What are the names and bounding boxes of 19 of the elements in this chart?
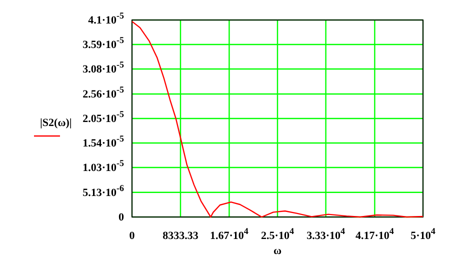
x-axis-title: ω [273, 245, 282, 257]
y-tick-label: 1.03·10$^{-5}$ [82, 158, 124, 174]
y-tick-label: 0 [118, 212, 124, 224]
x-tick-label: 2.5·10$^{4}$ [261, 226, 294, 242]
y-tick-label: 2.05·10$^{-5}$ [82, 109, 124, 126]
y-tick-label: 3.08·10$^{-5}$ [82, 60, 124, 76]
y-tick-label: 2.56·10$^{-5}$ [82, 84, 124, 101]
x-tick-label: 5·10$^{4}$ [410, 226, 436, 242]
x-tick-label: 4.17·10$^{4}$ [355, 226, 394, 242]
x-tick-label: 8333.33 [162, 230, 199, 242]
y-tick-label: 4.1·10$^{-5}$ [88, 10, 124, 27]
x-tick-label: 1.67·10$^{4}$ [210, 226, 249, 242]
y-tick-label: 3.59·10$^{-5}$ [82, 35, 124, 52]
y-tick-label: 1.54·10$^{-5}$ [82, 134, 124, 150]
x-tick-label: 0 [129, 230, 136, 242]
x-tick-label: 3.33·10$^{4}$ [306, 226, 346, 242]
y-tick-label: 5.13·10$^{-6}$ [82, 182, 124, 199]
text: |S2(ω)| [40, 117, 72, 129]
line-series [131, 20, 424, 218]
